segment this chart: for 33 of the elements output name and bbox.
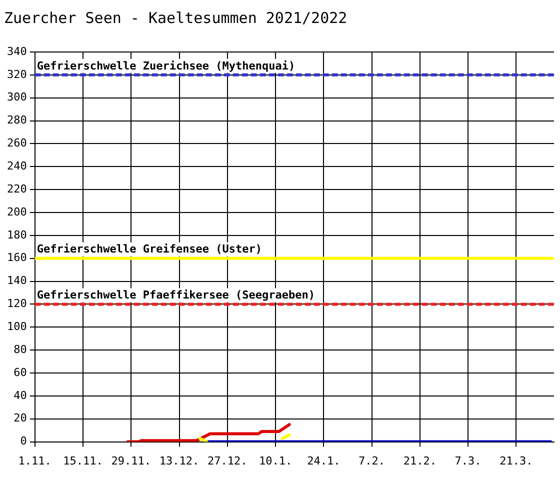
x-tick-label: 7.3. [454,454,482,468]
x-tick-label: 13.12. [159,454,200,468]
ref-line-label: Gefrierschwelle Pfaeffikersee (Seegraeben) [36,288,316,302]
x-tick-label: 21.2. [403,454,436,468]
y-tick-label: 340 [6,44,27,58]
x-tick-label: 15.11. [63,454,103,468]
x-tick-label: 24.1. [307,454,340,468]
y-tick-label: 300 [6,90,27,104]
y-tick-label: 200 [6,205,27,218]
x-tick-label: 29.11. [111,454,152,468]
y-tick-label: 40 [14,388,27,402]
y-tick-label: 280 [6,114,27,127]
y-tick-label: 120 [6,297,27,310]
y-tick-label: 140 [6,274,27,288]
chart-title: Zuercher Seen - Kaeltesummen 2021/2022 [4,8,348,27]
y-tick-label: 20 [14,412,27,425]
ref-line-label: Gefrierschwelle Zuerichsee (Mythenquai) [36,59,296,72]
y-tick-label: 100 [6,320,27,334]
x-tick-label: 21.3. [500,454,533,468]
y-tick-label: 220 [6,182,27,196]
y-tick-label: 240 [6,160,27,173]
ref-line-label: Gefrierschwelle Greifensee (Uster) [36,242,262,256]
x-tick-label: 10.1. [258,454,292,468]
x-tick-label: 1.11. [18,454,52,468]
y-tick-label: 60 [14,366,27,379]
y-tick-label: 180 [6,228,27,242]
y-tick-label: 80 [14,342,27,356]
y-tick-label: 160 [6,251,27,264]
y-tick-label: 0 [20,434,27,448]
x-tick-label: 27.12. [208,454,248,468]
y-tick-label: 320 [6,68,27,81]
x-tick-label: 7.2. [358,454,386,468]
y-tick-label: 260 [6,136,27,150]
